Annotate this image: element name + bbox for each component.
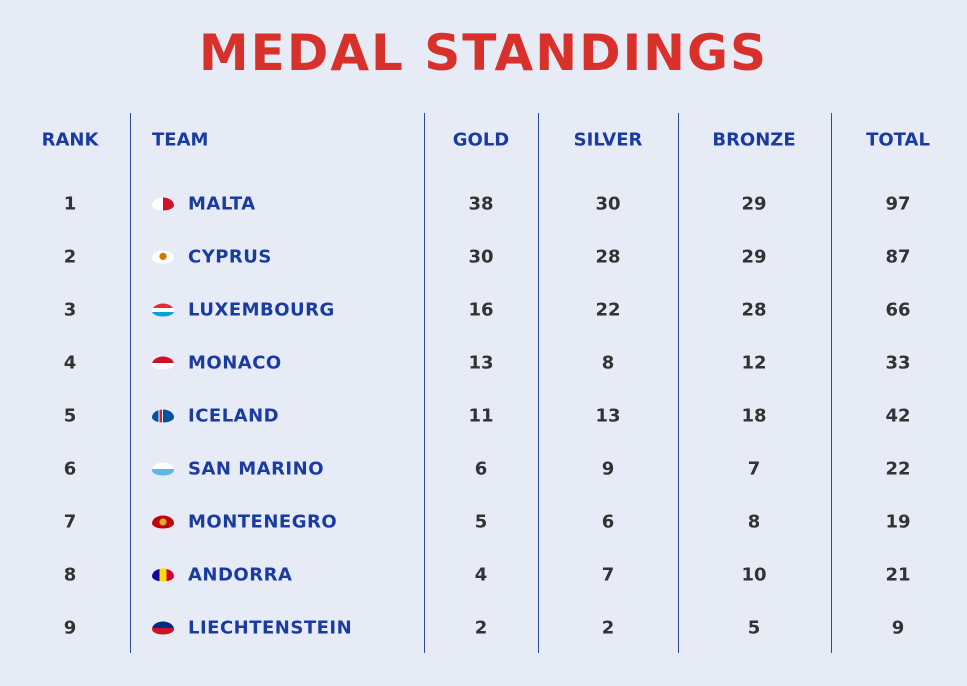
table-cell: 8 — [601, 352, 615, 374]
column-header: RANK — [41, 129, 99, 151]
team-name: ANDORRA — [188, 564, 293, 586]
table-cell: 97 — [885, 193, 911, 215]
column-divider — [130, 113, 131, 653]
table-cell: 33 — [885, 352, 911, 374]
table-cell: 7 — [747, 458, 761, 480]
team-name: LUXEMBOURG — [188, 299, 335, 321]
table-cell: 8 — [747, 511, 761, 533]
table-cell: 6 — [474, 458, 488, 480]
table-cell: 5 — [747, 617, 761, 639]
column-divider — [538, 113, 539, 653]
table-cell: 19 — [885, 511, 911, 533]
table-cell: 29 — [741, 193, 767, 215]
table-cell: 9 — [891, 617, 905, 639]
table-cell: 29 — [741, 246, 767, 268]
table-cell: 3 — [63, 299, 77, 321]
table-cell: 42 — [885, 405, 911, 427]
table-cell: 2 — [601, 617, 615, 639]
table-cell: 5 — [63, 405, 77, 427]
table-cell: 9 — [601, 458, 615, 480]
table-cell: 2 — [474, 617, 488, 639]
table-cell: 30 — [595, 193, 621, 215]
table-cell: 38 — [468, 193, 494, 215]
flag-icon — [152, 409, 174, 423]
flag-icon — [152, 621, 174, 635]
table-cell: 7 — [63, 511, 77, 533]
table-cell: 13 — [595, 405, 621, 427]
column-header: BRONZE — [712, 129, 796, 151]
flag-icon — [152, 356, 174, 370]
flag-icon — [152, 303, 174, 317]
flag-icon — [152, 568, 174, 582]
column-header: TOTAL — [866, 129, 930, 151]
flag-icon — [152, 197, 174, 211]
column-divider — [831, 113, 832, 653]
table-cell: 30 — [468, 246, 494, 268]
flag-icon — [152, 250, 174, 264]
table-cell: 66 — [885, 299, 911, 321]
table-cell: 1 — [63, 193, 77, 215]
table-cell: 5 — [474, 511, 488, 533]
table-cell: 4 — [474, 564, 488, 586]
team-name: MONTENEGRO — [188, 511, 338, 533]
team-name: CYPRUS — [188, 246, 272, 268]
table-cell: 12 — [741, 352, 767, 374]
table-cell: 6 — [63, 458, 77, 480]
team-name: SAN MARINO — [188, 458, 324, 480]
column-header: GOLD — [452, 129, 510, 151]
table-cell: 10 — [741, 564, 767, 586]
team-name: MONACO — [188, 352, 282, 374]
team-name: MALTA — [188, 193, 256, 215]
flag-icon — [152, 462, 174, 476]
table-cell: 22 — [885, 458, 911, 480]
team-name: ICELAND — [188, 405, 280, 427]
team-name: LIECHTENSTEIN — [188, 617, 353, 639]
table-cell: 7 — [601, 564, 615, 586]
table-cell: 28 — [595, 246, 621, 268]
table-cell: 11 — [468, 405, 494, 427]
table-cell: 87 — [885, 246, 911, 268]
table-cell: 2 — [63, 246, 77, 268]
table-cell: 9 — [63, 617, 77, 639]
flag-icon — [152, 515, 174, 529]
table-cell: 4 — [63, 352, 77, 374]
column-divider — [424, 113, 425, 653]
table-cell: 22 — [595, 299, 621, 321]
table-cell: 8 — [63, 564, 77, 586]
table-cell: 16 — [468, 299, 494, 321]
column-header: TEAM — [152, 129, 209, 151]
table-cell: 21 — [885, 564, 911, 586]
column-header: SILVER — [573, 129, 643, 151]
table-cell: 6 — [601, 511, 615, 533]
title: MEDAL STANDINGS — [198, 24, 769, 82]
table-cell: 18 — [741, 405, 767, 427]
table-cell: 13 — [468, 352, 494, 374]
column-divider — [678, 113, 679, 653]
table-cell: 28 — [741, 299, 767, 321]
